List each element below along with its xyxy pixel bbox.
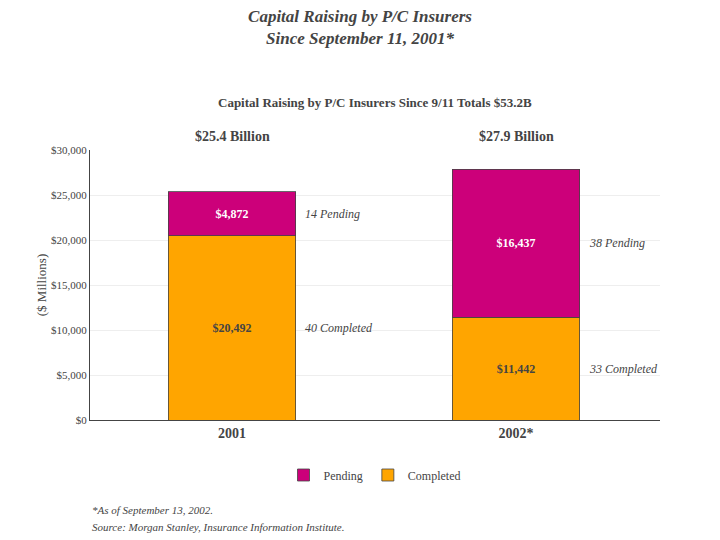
svg-text:$11,442: $11,442 [497, 362, 535, 376]
svg-text:38 Pending: 38 Pending [589, 236, 645, 250]
svg-text:Source: Morgan Stanley, Insura: Source: Morgan Stanley, Insurance Inform… [92, 521, 344, 533]
svg-text:$20,000: $20,000 [51, 234, 87, 246]
svg-text:Completed: Completed [408, 469, 461, 483]
svg-text:($ Millions): ($ Millions) [34, 254, 49, 316]
svg-text:$5,000: $5,000 [57, 369, 88, 381]
svg-text:$30,000: $30,000 [51, 144, 87, 156]
svg-text:Pending: Pending [324, 469, 363, 483]
svg-text:$4,872: $4,872 [216, 207, 249, 221]
svg-text:Capital Raising by P/C Insurer: Capital Raising by P/C Insurers Since 9/… [218, 95, 532, 110]
svg-text:2002*: 2002* [499, 426, 534, 441]
svg-text:$0: $0 [76, 414, 88, 426]
svg-text:$15,000: $15,000 [51, 279, 87, 291]
svg-text:$25.4 Billion: $25.4 Billion [195, 129, 270, 144]
svg-text:14 Pending: 14 Pending [305, 207, 360, 221]
svg-text:2001: 2001 [218, 426, 246, 441]
svg-text:$16,437: $16,437 [497, 236, 536, 250]
svg-text:$25,000: $25,000 [51, 189, 87, 201]
svg-text:40 Completed: 40 Completed [305, 321, 373, 335]
svg-text:$27.9 Billion: $27.9 Billion [479, 129, 554, 144]
svg-text:Capital Raising by P/C Insurer: Capital Raising by P/C InsurersSince Sep… [248, 7, 472, 48]
svg-text:$20,492: $20,492 [213, 321, 252, 335]
svg-text:$10,000: $10,000 [51, 324, 87, 336]
svg-text:33 Completed: 33 Completed [589, 362, 658, 376]
svg-text:*As of September 13, 2002.: *As of September 13, 2002. [92, 504, 213, 516]
